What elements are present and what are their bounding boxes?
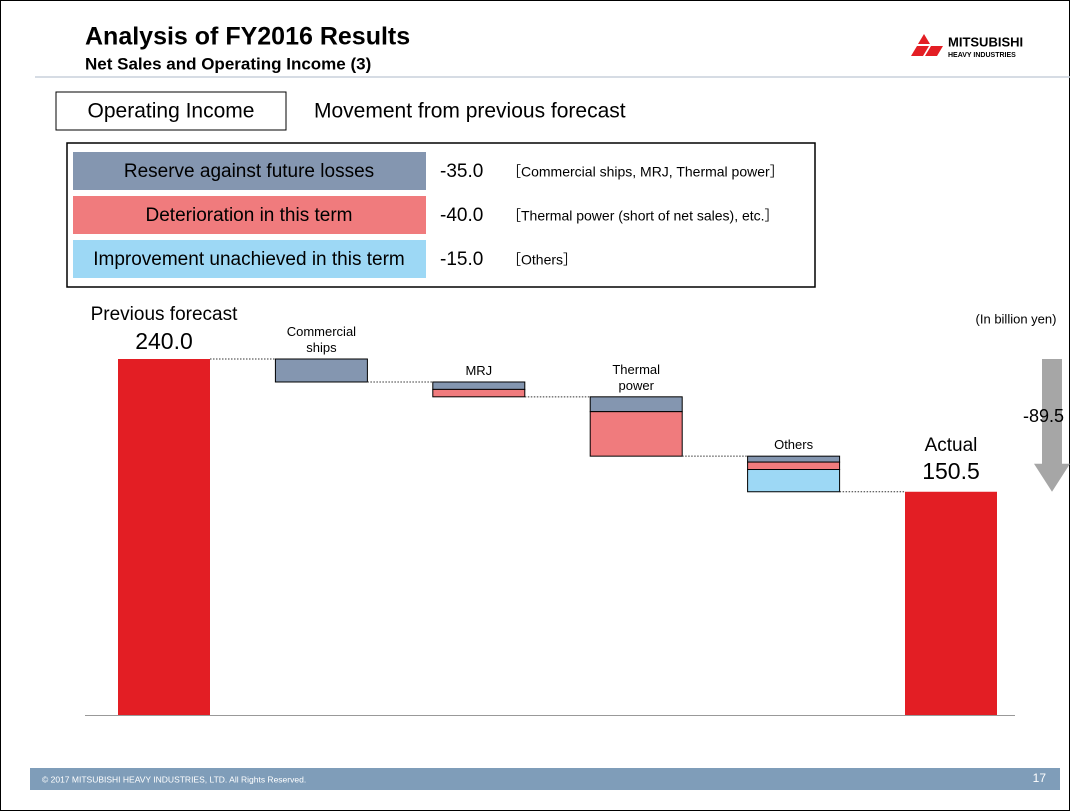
end-bar <box>905 491 997 715</box>
waterfall-segment <box>589 411 683 457</box>
category-label: Thermal power <box>612 362 660 393</box>
legend-label: Reserve against future losses <box>124 161 374 182</box>
start-bar <box>118 359 210 715</box>
legend-swatch <box>73 152 426 190</box>
legend-label: Improvement unachieved in this term <box>93 249 405 270</box>
end-label: Actual <box>925 435 978 456</box>
logo-diamond <box>918 34 930 44</box>
section-label: Operating Income <box>88 100 255 123</box>
footer-band <box>30 768 1060 790</box>
change-arrow <box>1034 359 1070 492</box>
logo-text: MITSUBISHI <box>948 34 1023 49</box>
waterfall-segment <box>432 388 526 398</box>
waterfall-segment <box>747 469 841 493</box>
legend-label: Deterioration in this term <box>146 205 353 226</box>
waterfall-segment <box>747 455 841 463</box>
category-label: Commercial ships <box>287 324 356 355</box>
legend-note: ［Commercial ships, MRJ, Thermal power］ <box>507 164 784 180</box>
end-value: 150.5 <box>922 458 980 484</box>
logo-diamond <box>925 46 943 56</box>
legend-total: -40.0 <box>440 205 483 226</box>
logo: MITSUBISHI HEAVY INDUSTRIES <box>911 34 1023 59</box>
category-label: MRJ <box>465 363 492 378</box>
slide-title: Analysis of FY2016 Results <box>85 23 410 51</box>
legend-total: -35.0 <box>440 161 483 182</box>
legend-note: ［Others］ <box>507 252 577 268</box>
waterfall-segment <box>589 396 683 413</box>
logo-subtext: HEAVY INDUSTRIES <box>948 52 1016 59</box>
waterfall-segment <box>432 381 526 390</box>
start-label: Previous forecast <box>91 304 239 325</box>
legend-swatch <box>73 240 426 278</box>
section-box <box>55 91 287 131</box>
category-label: Others <box>774 438 814 453</box>
legend-total: -15.0 <box>440 249 483 270</box>
waterfall-segment <box>274 358 368 383</box>
legend-note: ［Thermal power (short of net sales), etc… <box>507 208 779 224</box>
footer-copyright: © 2017 MITSUBISHI HEAVY INDUSTRIES, LTD.… <box>42 774 306 784</box>
page-number: 17 <box>1033 771 1047 785</box>
legend-swatch <box>73 196 426 234</box>
waterfall-segment <box>747 461 841 471</box>
change-label: -89.5 <box>1023 406 1064 426</box>
start-value: 240.0 <box>135 328 193 354</box>
section-heading: Movement from previous forecast <box>314 100 626 123</box>
slide-subtitle: Net Sales and Operating Income (3) <box>85 54 371 73</box>
logo-diamond <box>911 46 929 56</box>
unit-label: (In billion yen) <box>976 311 1057 326</box>
